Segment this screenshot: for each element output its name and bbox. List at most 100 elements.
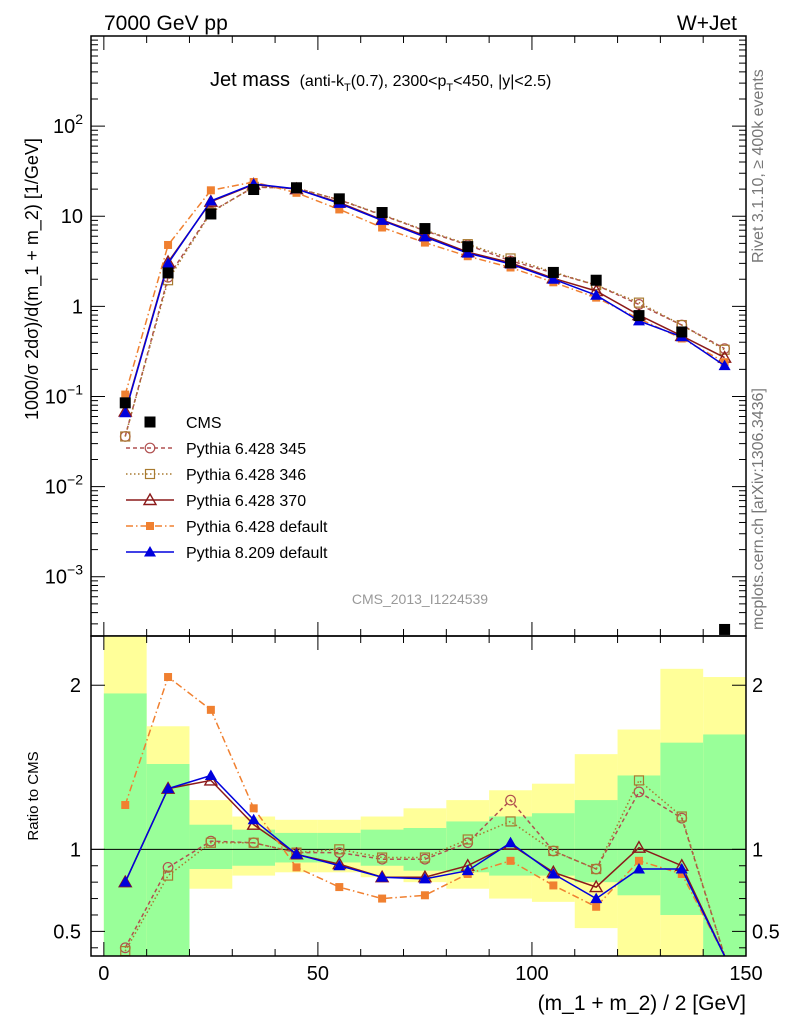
- tick-base: 10: [45, 386, 67, 408]
- band-green: [146, 764, 190, 956]
- data-point: [633, 310, 645, 322]
- ratio-x-tick-label: 0: [98, 963, 109, 985]
- ratio-point: [591, 863, 602, 875]
- band-green: [660, 742, 704, 915]
- ratio-line: [124, 779, 726, 957]
- ratio-point: [376, 871, 389, 882]
- ratio-line: [124, 790, 726, 957]
- uncertainty-bands: [103, 636, 746, 956]
- ratio-point: [590, 892, 603, 904]
- header-right: W+Jet: [677, 12, 737, 35]
- ratio-point: [592, 902, 601, 911]
- tick-exponent: −2: [67, 472, 83, 488]
- legend: CMS Pythia 6.428 345 Pythia 6.428 346 Pythi…: [126, 415, 328, 562]
- legend-label: Pythia 6.428 default: [186, 519, 328, 536]
- top-y-tick-label: 10−3: [45, 562, 83, 589]
- ratio-plot-frame: [90, 635, 747, 957]
- top-series-group: [118, 177, 732, 635]
- data-point: [719, 344, 730, 355]
- data-point: [590, 274, 602, 286]
- ratio-x-tick-label: 50: [307, 963, 329, 985]
- ratio-point: [633, 775, 645, 786]
- ratio-x-tick-label: 100: [515, 963, 548, 985]
- rivet-label: Rivet 3.1.10, ≥ 400k events: [750, 69, 767, 263]
- ratio-point: [333, 859, 346, 871]
- legend-label: Pythia 6.428 346: [186, 467, 306, 484]
- legend-marker: [144, 416, 156, 428]
- ratio-y-axis-label: Ratio to CMS: [25, 751, 42, 840]
- ratio-plot-panel: 0.5 0.5 1 1 2 2 0 50 100 150 Ratio to CMS (m_1 +…: [25, 635, 780, 1015]
- data-point: [290, 182, 302, 194]
- ratio-point: [631, 840, 647, 853]
- plot-title-sub: (anti-k: [300, 73, 345, 90]
- top-y-tick-label: 102: [53, 111, 83, 138]
- ratio-point: [248, 837, 259, 848]
- ratio-point: [121, 801, 130, 810]
- data-point: [164, 240, 173, 249]
- band-green: [103, 693, 147, 956]
- top-y-tick-label: 10−2: [45, 472, 83, 499]
- data-point: [419, 223, 431, 235]
- plot-title-sub-t1: T: [344, 82, 351, 94]
- ratio-point: [418, 872, 431, 884]
- top-x-axis: [103, 36, 747, 636]
- tick-exponent: −1: [67, 381, 83, 397]
- data-point: [119, 397, 131, 409]
- ratio-point: [162, 870, 174, 881]
- ratio-x-tick-label: 150: [729, 963, 762, 985]
- data-point: [120, 431, 131, 442]
- ratio-y-tick-label: 2: [70, 675, 81, 697]
- data-point: [248, 184, 260, 196]
- ratio-y-tick-label: 0.5: [53, 921, 81, 943]
- legend-marker: [146, 522, 154, 530]
- data-point: [205, 208, 217, 220]
- ratio-point: [420, 891, 429, 900]
- ratio-point: [290, 848, 303, 859]
- plot-title-sub-end: <450, |y|<2.5): [453, 73, 551, 90]
- ratio-point: [634, 856, 643, 865]
- ratio-point: [206, 705, 215, 714]
- ratio-y-axis: 0.5 0.5 1 1 2 2: [53, 675, 780, 949]
- ratio-point: [419, 852, 431, 863]
- series-line: [124, 186, 725, 437]
- top-y-axis-label: 1000/σ 2dσ)/d(m_1 + m_2) [1/GeV]: [22, 138, 43, 420]
- ratio-point: [247, 813, 260, 825]
- analysis-watermark: CMS_2013_I1224539: [352, 591, 488, 607]
- band-green: [360, 829, 404, 866]
- plot-title-sub-mid: (0.7), 2300<p: [351, 73, 447, 90]
- band-green: [617, 775, 661, 896]
- top-y-tick-label: 10−1: [45, 381, 83, 408]
- data-point: [333, 193, 345, 205]
- ratio-point: [377, 852, 388, 863]
- tick-base: 10: [53, 116, 75, 138]
- data-point: [461, 247, 474, 258]
- data-point: [335, 205, 344, 214]
- legend-marker: [144, 442, 156, 454]
- ratio-point: [378, 894, 387, 903]
- x-axis-label: (m_1 + m_2) / 2 [GeV]: [538, 992, 746, 1015]
- data-point: [590, 289, 603, 300]
- ratio-point: [675, 863, 688, 874]
- legend-label: Pythia 8.209 default: [186, 545, 328, 562]
- data-point: [204, 194, 217, 206]
- data-point: [505, 257, 517, 269]
- ratio-point: [506, 856, 515, 865]
- data-point: [719, 623, 731, 635]
- ratio-y-tick-label-right: 0.5: [752, 921, 780, 943]
- ratio-point: [632, 863, 645, 874]
- ratio-y-tick-label: 1: [70, 839, 81, 861]
- ratio-point: [249, 804, 258, 813]
- ratio-point: [162, 861, 174, 873]
- data-point: [378, 223, 387, 232]
- band-green: [703, 734, 746, 956]
- ratio-point: [548, 845, 559, 857]
- ratio-point: [119, 876, 132, 887]
- ratio-series-group: [118, 673, 726, 957]
- ratio-point: [588, 879, 604, 893]
- ratio-point: [505, 794, 516, 806]
- band-green: [574, 800, 618, 883]
- data-point: [121, 390, 130, 399]
- data-point: [119, 406, 132, 418]
- ratio-y-tick-label-right: 2: [752, 675, 763, 697]
